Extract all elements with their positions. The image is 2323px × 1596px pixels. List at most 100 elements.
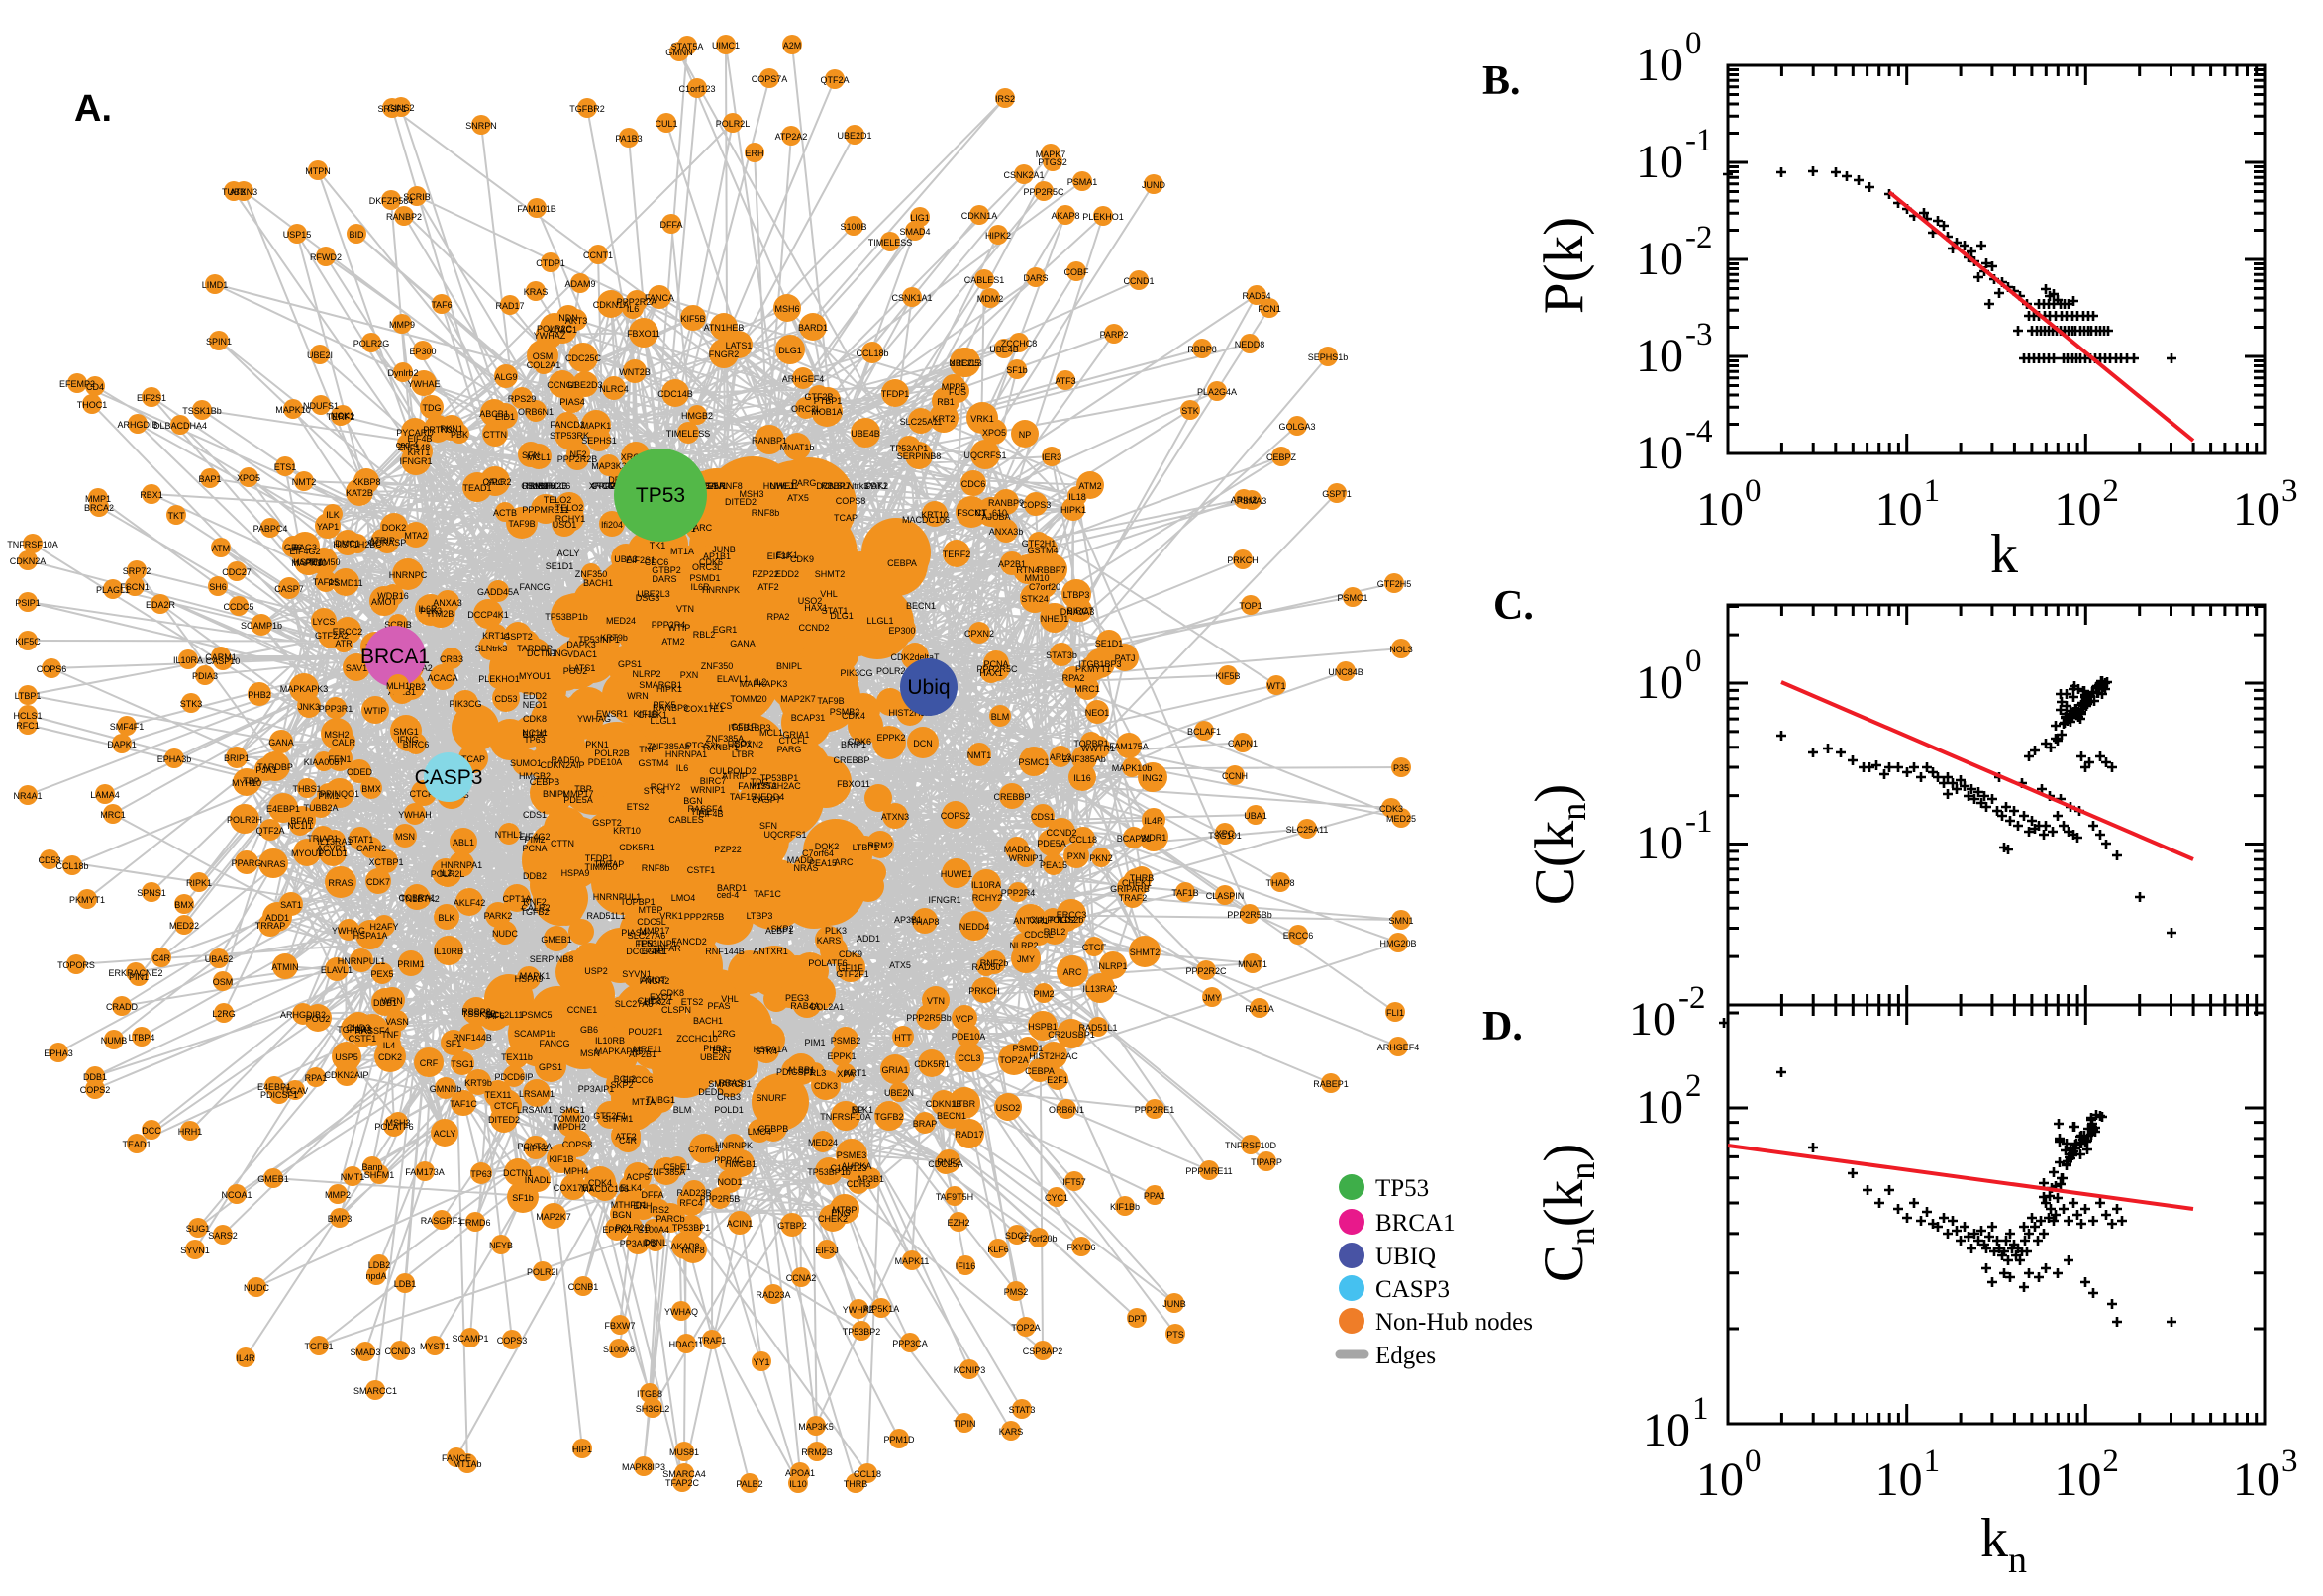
svg-text:VRK1: VRK1 — [970, 414, 994, 424]
svg-text:CCL18b: CCL18b — [856, 349, 888, 358]
svg-text:POLR2B: POLR2B — [594, 748, 630, 758]
svg-text:MCL1: MCL1 — [759, 728, 783, 738]
svg-text:PXN: PXN — [1067, 851, 1086, 861]
svg-text:FANCD2: FANCD2 — [671, 937, 707, 947]
svg-text:SMN1: SMN1 — [1388, 916, 1413, 926]
svg-text:CTTN: CTTN — [483, 430, 507, 440]
svg-text:TAF15: TAF15 — [730, 792, 756, 802]
svg-text:SMARCA4: SMARCA4 — [662, 1469, 706, 1479]
svg-text:IL10RA: IL10RA — [173, 655, 203, 665]
svg-text:10: 10 — [1696, 483, 1744, 536]
svg-text:HRH1: HRH1 — [178, 1127, 203, 1137]
svg-text:CALR2: CALR2 — [482, 477, 511, 487]
svg-text:BNIPL: BNIPL — [776, 661, 802, 671]
svg-text:CABLES: CABLES — [668, 815, 704, 825]
svg-text:SCRIB: SCRIB — [403, 192, 431, 202]
svg-text:ATM2: ATM2 — [661, 637, 684, 647]
svg-text:C7orf20: C7orf20 — [1029, 582, 1060, 592]
svg-text:C7orf64: C7orf64 — [688, 1145, 720, 1154]
svg-text:SRP72: SRP72 — [123, 566, 152, 576]
svg-text:TIMELESS: TIMELESS — [868, 238, 913, 248]
svg-text:-1: -1 — [1685, 123, 1713, 158]
svg-text:ERCC3: ERCC3 — [1057, 910, 1087, 920]
svg-text:SMG1: SMG1 — [559, 1105, 585, 1115]
svg-text:ELAVL1: ELAVL1 — [717, 674, 749, 684]
svg-text:FANCE: FANCE — [442, 1453, 471, 1463]
svg-text:BID: BID — [349, 230, 364, 240]
svg-text:PSMC5: PSMC5 — [521, 1010, 552, 1020]
svg-text:GFI1F: GFI1F — [731, 722, 757, 732]
svg-text:ADAM9: ADAM9 — [564, 279, 595, 289]
svg-text:EGR1: EGR1 — [713, 625, 738, 635]
svg-text:UBA1: UBA1 — [1244, 811, 1267, 821]
svg-text:RPS29: RPS29 — [508, 394, 537, 404]
svg-text:BAP1: BAP1 — [198, 474, 221, 484]
svg-text:PDE5A: PDE5A — [1037, 839, 1066, 848]
svg-text:CLASPIN: CLASPIN — [1206, 891, 1245, 901]
svg-text:PRIM1: PRIM1 — [397, 959, 425, 969]
svg-text:PARG: PARG — [777, 745, 802, 754]
svg-text:CT_610: CT_610 — [975, 508, 1007, 518]
svg-text:MSH3: MSH3 — [739, 489, 763, 499]
svg-text:IRS2: IRS2 — [995, 94, 1015, 104]
svg-text:DITED2: DITED2 — [725, 497, 757, 507]
svg-text:ZNF148: ZNF148 — [398, 443, 431, 452]
svg-text:KIF1B: KIF1B — [633, 709, 657, 719]
svg-text:KIF5B: KIF5B — [680, 314, 705, 324]
svg-text:MMP1: MMP1 — [85, 494, 111, 504]
svg-text:STAT5A: STAT5A — [671, 42, 704, 51]
svg-text:RAD51L1: RAD51L1 — [586, 911, 625, 921]
svg-text:RBL2: RBL2 — [1044, 927, 1066, 937]
svg-text:FANCG: FANCG — [519, 582, 550, 592]
svg-text:RANBP1: RANBP1 — [752, 436, 787, 446]
svg-text:CCL3: CCL3 — [958, 1053, 980, 1063]
svg-text:ITGB1BP3: ITGB1BP3 — [728, 723, 770, 733]
svg-text:TAF9T5H: TAF9T5H — [936, 1192, 973, 1202]
svg-text:TIMM50: TIMM50 — [307, 557, 340, 567]
svg-text:SCAMP1b: SCAMP1b — [241, 621, 282, 631]
svg-text:CD53: CD53 — [494, 694, 517, 704]
svg-text:TFDP1: TFDP1 — [881, 389, 910, 399]
svg-text:UQCRFS1: UQCRFS1 — [763, 830, 806, 840]
svg-text:ATMIN: ATMIN — [271, 962, 298, 972]
svg-text:BRAP: BRAP — [913, 1119, 938, 1129]
svg-text:GOLGA3: GOLGA3 — [1278, 422, 1315, 432]
svg-text:10: 10 — [1636, 39, 1683, 91]
svg-text:H2AFY: H2AFY — [369, 922, 398, 932]
svg-text:SLC27A6: SLC27A6 — [615, 999, 654, 1009]
svg-text:CCND3: CCND3 — [384, 1347, 415, 1356]
svg-text:THAP8: THAP8 — [910, 917, 939, 927]
svg-text:THRB: THRB — [1130, 873, 1155, 883]
svg-text:COPS8: COPS8 — [836, 496, 866, 506]
svg-text:BCL2: BCL2 — [614, 1074, 637, 1084]
svg-text:MUS81: MUS81 — [669, 1447, 699, 1457]
svg-text:MRC1: MRC1 — [100, 810, 126, 820]
svg-text:GMEB1: GMEB1 — [257, 1174, 289, 1184]
svg-text:CDKN1A: CDKN1A — [593, 300, 630, 310]
svg-text:E4EBP1: E4EBP1 — [266, 804, 300, 814]
svg-text:YWHAE: YWHAE — [407, 379, 440, 389]
svg-text:POU2: POU2 — [563, 666, 588, 676]
svg-text:STK3: STK3 — [180, 699, 203, 709]
svg-text:IL10RA: IL10RA — [971, 880, 1001, 890]
svg-text:DBNL: DBNL — [644, 1238, 667, 1247]
svg-text:BNIPL: BNIPL — [543, 789, 568, 799]
svg-text:EIF3F: EIF3F — [523, 730, 548, 740]
svg-text:NDUFS1: NDUFS1 — [303, 401, 339, 411]
svg-text:VASN: VASN — [385, 1017, 409, 1027]
svg-text:TGFB1: TGFB1 — [304, 1342, 333, 1351]
svg-text:10: 10 — [1643, 1404, 1690, 1456]
svg-text:ORB6N1: ORB6N1 — [1049, 1105, 1084, 1115]
svg-text:ORC3L: ORC3L — [791, 404, 821, 414]
svg-text:RANBP9: RANBP9 — [653, 703, 688, 713]
svg-text:TCAP: TCAP — [461, 754, 485, 764]
svg-text:-4: -4 — [1685, 414, 1713, 449]
svg-text:PPP2R2A: PPP2R2A — [617, 297, 657, 307]
svg-text:XPC: XPC — [486, 477, 505, 487]
svg-text:LTBP3: LTBP3 — [1063, 590, 1090, 600]
svg-text:HIP1: HIP1 — [572, 1445, 592, 1454]
svg-text:npdA: npdA — [365, 1271, 386, 1281]
svg-text:ALBP1: ALBP1 — [787, 1065, 815, 1075]
svg-text:ALBP1: ALBP1 — [765, 926, 793, 936]
svg-text:NEDD4: NEDD4 — [755, 792, 785, 802]
